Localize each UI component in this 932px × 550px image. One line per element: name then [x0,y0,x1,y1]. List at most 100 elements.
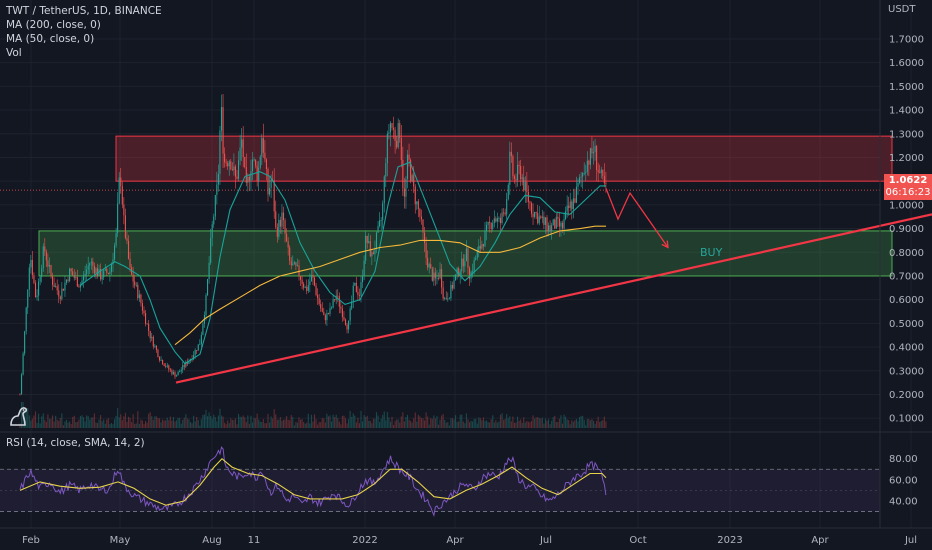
candle-body [141,303,143,311]
candle-body [413,175,415,187]
candle-body [180,369,182,372]
candle-body [340,306,342,309]
volume-bar [27,408,29,428]
candle-body [496,218,498,222]
candle-body [380,220,382,221]
candle-body [377,226,379,233]
candle-body [580,176,582,178]
volume-bar [529,422,531,428]
volume-bar [417,414,419,428]
volume-bar [549,424,551,428]
arrow-head [661,240,669,249]
volume-bar [321,418,323,428]
volume-bar [318,421,320,428]
candle-body [152,336,154,347]
volume-bar [434,418,436,428]
candle-body [501,212,503,224]
price-tick-label: 0.1000 [889,414,924,425]
candle-body [323,311,325,316]
candle-body [73,275,75,278]
volume-bar [579,416,581,428]
volume-bar [145,421,147,428]
volume-bar [492,415,494,428]
candle-body [224,153,226,163]
price-tick-label: 0.2000 [889,390,924,401]
volume-bar [588,418,590,428]
candle-body [109,271,111,275]
candle-body [521,177,523,180]
candle-body [411,175,413,181]
candle-body [103,270,105,278]
candle-body [234,166,236,177]
volume-bar [189,422,192,428]
volume-legend[interactable]: Vol [6,47,22,59]
candle-body [588,160,590,165]
candle-body [312,274,314,278]
candle-body [269,187,271,195]
candle-body [176,375,178,377]
candle-body [403,188,405,197]
candle-body [448,298,450,300]
volume-bar [592,420,595,428]
candle-body [538,216,540,224]
candle-body [233,166,235,171]
volume-bar [603,416,605,428]
volume-bar [532,415,534,428]
candle-body [89,263,91,266]
volume-bar [338,421,340,428]
candle-body [75,276,77,278]
candle-body [78,286,80,288]
volume-bar [174,421,176,428]
volume-bar [126,421,128,428]
volume-bar [448,425,450,428]
volume-bar [76,421,78,428]
volume-bar [589,420,591,428]
candle-body [475,258,477,260]
volume-bar [211,418,213,428]
candle-body [549,225,551,232]
ma200-legend[interactable]: MA (200, close, 0) [6,19,101,31]
candle-body [98,269,100,276]
volume-bar [400,416,402,428]
candle-body [572,198,574,210]
candle-body [259,156,261,168]
ma200-line [174,225,606,346]
candle-body [47,260,49,267]
candle-body [193,355,195,360]
volume-bar [48,419,50,428]
volume-bar [389,421,391,428]
candle-body [25,307,27,332]
rsi-sma-line [19,457,607,506]
tradingview-logo-icon[interactable] [8,404,30,428]
candle-body [577,182,579,187]
candle-body [100,269,102,280]
candle-body [583,172,585,174]
volume-bar [50,418,52,428]
ma50-legend[interactable]: MA (50, close, 0) [6,33,95,45]
volume-bar [121,420,123,428]
candle-body [546,217,548,232]
candle-body [83,275,85,281]
candle-body [90,261,92,264]
candle-body [529,201,531,204]
symbol-title[interactable]: TWT / TetherUS, 1D, BINANCE [6,5,162,17]
volume-bar [371,423,373,428]
candle-body [358,295,360,296]
rsi-legend[interactable]: RSI (14, close, SMA, 14, 2) [6,437,145,449]
candle-body [95,268,97,274]
candle-body [419,208,421,217]
volume-bar [219,408,221,428]
volume-bar [509,416,511,428]
candle-body [586,160,588,173]
volume-bar [320,422,322,428]
volume-bar [329,415,331,428]
candle-body [256,165,258,181]
volume-bar [87,416,89,428]
candle-body [548,225,550,232]
volume-bar [143,424,145,428]
candle-body [293,262,295,264]
candle-body [306,286,308,291]
candle-body [433,272,435,281]
candle-body [405,179,407,197]
